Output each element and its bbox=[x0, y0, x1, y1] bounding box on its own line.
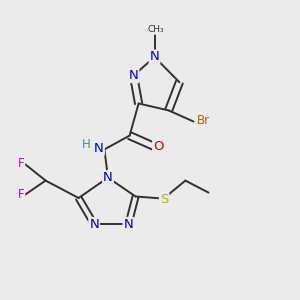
Text: S: S bbox=[160, 193, 168, 206]
Text: F: F bbox=[18, 157, 24, 170]
Text: N: N bbox=[94, 142, 104, 155]
Text: N: N bbox=[150, 50, 159, 64]
Text: N: N bbox=[129, 69, 138, 82]
Text: N: N bbox=[124, 218, 133, 231]
Text: O: O bbox=[153, 140, 164, 153]
Text: CH₃: CH₃ bbox=[148, 25, 164, 34]
Text: N: N bbox=[89, 218, 99, 231]
Text: N: N bbox=[103, 171, 113, 184]
Text: H: H bbox=[82, 138, 91, 151]
Text: Br: Br bbox=[196, 114, 210, 127]
Text: F: F bbox=[18, 188, 24, 201]
